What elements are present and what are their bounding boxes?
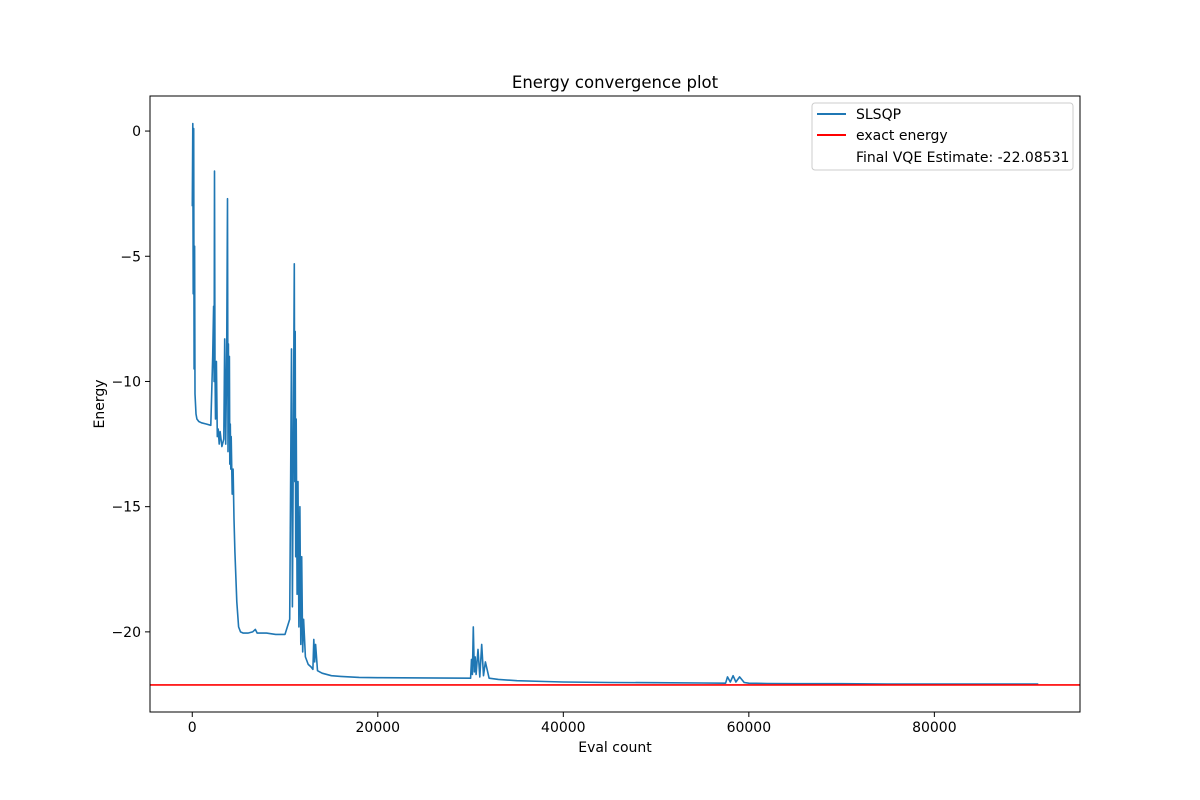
y-tick-label: −10 xyxy=(111,374,141,390)
plot-frame xyxy=(149,95,1081,713)
x-tick-label: 20000 xyxy=(356,720,401,736)
x-tick-label: 40000 xyxy=(541,720,586,736)
chart-title: Energy convergence plot xyxy=(512,73,719,92)
y-axis: 0 −5 −10 −15 −20 xyxy=(111,124,150,641)
y-axis-label: Energy xyxy=(92,379,108,428)
plot-area xyxy=(149,95,1081,713)
x-tick-label: 60000 xyxy=(727,720,772,736)
y-tick-label: 0 xyxy=(132,124,141,140)
x-axis-label: Eval count xyxy=(578,740,652,756)
y-tick-label: −15 xyxy=(111,500,141,516)
legend-box xyxy=(811,102,1074,171)
y-tick-label: −20 xyxy=(111,625,141,641)
x-axis: 0 20000 40000 60000 80000 xyxy=(188,712,957,736)
legend-label-exact-energy: exact energy xyxy=(856,128,948,144)
x-tick-label: 0 xyxy=(188,720,197,736)
legend-label-slsqp: SLSQP xyxy=(856,107,901,123)
legend-label-final-estimate: Final VQE Estimate: -22.08531 xyxy=(856,150,1069,166)
legend: SLSQP exact energy Final VQE Estimate: -… xyxy=(811,102,1074,171)
y-tick-label: −5 xyxy=(120,249,141,265)
x-tick-label: 80000 xyxy=(912,720,957,736)
series-line-slsqp xyxy=(191,122,1039,685)
